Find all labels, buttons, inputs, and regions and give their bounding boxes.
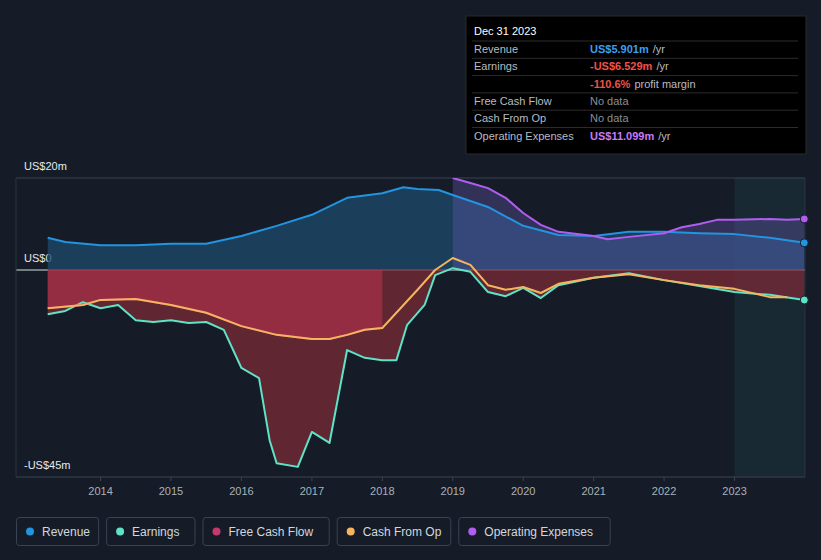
series-line	[48, 268, 805, 467]
tooltip-value: US$5.901m/yr	[590, 43, 665, 55]
x-tick	[734, 477, 735, 481]
tooltip-value-text: -US$6.529m	[590, 60, 653, 72]
series-line	[48, 299, 383, 339]
end-dot	[800, 239, 808, 247]
grid-line	[16, 477, 805, 478]
legend-swatch	[116, 528, 124, 536]
x-tick	[523, 477, 524, 481]
x-tick-label: 2023	[722, 485, 746, 497]
area-fill	[453, 178, 805, 270]
tooltip-value: No data	[590, 112, 629, 124]
x-tick-label: 2021	[581, 485, 605, 497]
plot-area	[48, 178, 805, 467]
y-tick-label: US$0	[24, 252, 52, 264]
area-fill	[48, 270, 383, 339]
background	[0, 0, 821, 560]
legend-item: Operating Expenses	[459, 518, 610, 546]
tooltip-value-text: US$5.901m	[590, 43, 649, 55]
tooltip-value: US$11.099m/yr	[590, 130, 671, 142]
tooltip-box	[466, 16, 806, 154]
x-tick	[100, 477, 101, 481]
series-line	[48, 187, 805, 245]
tooltip-label: Free Cash Flow	[474, 95, 552, 107]
tooltip-value-text: No data	[590, 112, 629, 124]
legend-box	[203, 518, 329, 546]
x-tick	[593, 477, 594, 481]
x-tick-label: 2016	[229, 485, 253, 497]
legend-swatch	[213, 528, 221, 536]
axis-line	[16, 477, 805, 478]
tooltip-label: Revenue	[474, 43, 518, 55]
tooltip-label: Earnings	[474, 60, 518, 72]
x-tick-label: 2017	[300, 485, 324, 497]
area-fill	[48, 268, 805, 467]
tooltip-value: -110.6%profit margin	[590, 78, 696, 90]
legend-item: Earnings	[107, 518, 195, 546]
x-tick-label: 2015	[159, 485, 183, 497]
legend-label: Operating Expenses	[484, 525, 593, 539]
x-tick-label: 2019	[441, 485, 465, 497]
legend-box	[17, 518, 99, 546]
end-dot	[800, 296, 808, 304]
x-tick-label: 2014	[88, 485, 112, 497]
tooltip-value: No data	[590, 95, 629, 107]
legend-box	[107, 518, 195, 546]
tooltip-separator	[472, 75, 798, 76]
axis-line	[16, 178, 17, 477]
end-dot	[800, 215, 808, 223]
tooltip-value-text: No data	[590, 95, 629, 107]
legend-label: Free Cash Flow	[229, 525, 314, 539]
x-tick-label: 2018	[370, 485, 394, 497]
y-tick-label: -US$45m	[24, 459, 70, 471]
x-tick-label: 2020	[511, 485, 535, 497]
x-tick	[241, 477, 242, 481]
x-tick	[452, 477, 453, 481]
grid-line	[16, 178, 805, 179]
legend-swatch	[26, 528, 34, 536]
legend-box	[337, 518, 451, 546]
series-line	[48, 258, 788, 339]
tooltip-label: Cash From Op	[474, 112, 546, 124]
tooltip-unit: /yr	[656, 60, 669, 72]
tooltip-label: Operating Expenses	[474, 130, 574, 142]
legend-box	[459, 518, 610, 546]
legend-item: Revenue	[17, 518, 99, 546]
tooltip-unit: /yr	[658, 130, 671, 142]
tooltip-value: -US$6.529m/yr	[590, 60, 669, 72]
tooltip-separator	[472, 110, 798, 111]
tooltip-value-text: -110.6%	[590, 78, 631, 90]
legend-label: Cash From Op	[363, 525, 442, 539]
chart: US$20m US$0 -US$45m 2014 2015 2016 2017 2018 201…	[0, 0, 821, 560]
tooltip-value-text: US$11.099m	[590, 130, 654, 142]
legend-item: Cash From Op	[337, 518, 451, 546]
legend-label: Earnings	[132, 525, 179, 539]
tooltip-separator	[472, 92, 798, 93]
y-tick-label: US$20m	[24, 160, 67, 172]
legend-label: Revenue	[42, 525, 90, 539]
tooltip-separator	[472, 41, 798, 42]
tooltip-separator	[472, 58, 798, 59]
series-line	[453, 178, 805, 239]
tooltip: Dec 31 2023 Revenue US$5.901m/yr Earnings -U…	[466, 16, 806, 154]
x-tick	[311, 477, 312, 481]
legend-swatch	[347, 528, 355, 536]
tooltip-unit: /yr	[653, 43, 666, 55]
x-tick	[170, 477, 171, 481]
x-tick	[382, 477, 383, 481]
legend-item: Free Cash Flow	[203, 518, 329, 546]
tooltip-unit: profit margin	[634, 78, 695, 90]
x-tick	[664, 477, 665, 481]
tooltip-separator	[472, 127, 798, 128]
legend-swatch	[468, 528, 476, 536]
x-tick-label: 2022	[652, 485, 676, 497]
tooltip-date: Dec 31 2023	[474, 25, 536, 37]
